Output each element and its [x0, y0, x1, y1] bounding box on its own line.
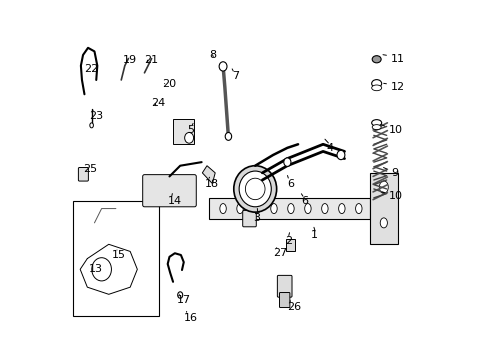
Text: 18: 18	[205, 179, 219, 189]
Text: 24: 24	[151, 98, 165, 108]
Text: 23: 23	[89, 111, 103, 121]
Text: 1: 1	[310, 230, 317, 240]
Text: 9: 9	[390, 168, 397, 178]
Ellipse shape	[270, 203, 277, 213]
Text: 2: 2	[285, 236, 292, 246]
Ellipse shape	[239, 171, 271, 207]
Text: 11: 11	[390, 54, 404, 64]
FancyBboxPatch shape	[142, 175, 196, 207]
Ellipse shape	[225, 132, 231, 140]
Polygon shape	[202, 166, 215, 184]
Text: 26: 26	[287, 302, 301, 312]
FancyBboxPatch shape	[73, 202, 159, 316]
FancyBboxPatch shape	[66, 1, 422, 359]
Text: 5: 5	[187, 125, 194, 135]
Text: 6: 6	[301, 197, 308, 206]
Ellipse shape	[371, 125, 380, 130]
Text: 15: 15	[112, 250, 126, 260]
Text: 27: 27	[272, 248, 287, 258]
Text: 4: 4	[326, 143, 333, 153]
FancyBboxPatch shape	[173, 119, 194, 144]
FancyBboxPatch shape	[208, 198, 369, 219]
Text: 25: 25	[83, 164, 97, 174]
FancyBboxPatch shape	[277, 275, 291, 297]
Text: 19: 19	[123, 55, 137, 65]
Text: 16: 16	[183, 312, 197, 323]
Ellipse shape	[236, 203, 243, 213]
Ellipse shape	[371, 120, 381, 126]
Ellipse shape	[92, 258, 111, 281]
Text: 7: 7	[231, 71, 239, 81]
Text: 12: 12	[390, 82, 404, 92]
Text: 10: 10	[388, 125, 402, 135]
Text: 21: 21	[143, 55, 158, 65]
Text: 13: 13	[89, 264, 103, 274]
Text: 17: 17	[176, 295, 190, 305]
Ellipse shape	[379, 181, 387, 193]
Ellipse shape	[371, 56, 380, 63]
Ellipse shape	[90, 123, 93, 128]
Text: 6: 6	[287, 179, 294, 189]
Ellipse shape	[355, 203, 361, 213]
Ellipse shape	[336, 150, 344, 159]
Ellipse shape	[253, 203, 260, 213]
Ellipse shape	[380, 218, 386, 228]
FancyBboxPatch shape	[279, 293, 289, 307]
Ellipse shape	[219, 62, 226, 71]
FancyBboxPatch shape	[242, 210, 256, 227]
Text: 14: 14	[167, 197, 182, 206]
FancyBboxPatch shape	[285, 239, 295, 251]
Ellipse shape	[220, 203, 226, 213]
Ellipse shape	[283, 158, 290, 166]
Text: 10: 10	[388, 191, 402, 201]
FancyBboxPatch shape	[78, 167, 88, 181]
Ellipse shape	[338, 203, 345, 213]
Ellipse shape	[321, 203, 327, 213]
Text: 3: 3	[253, 212, 260, 222]
Ellipse shape	[245, 178, 264, 200]
Ellipse shape	[184, 132, 193, 143]
Text: 8: 8	[208, 50, 216, 60]
Ellipse shape	[287, 203, 294, 213]
Text: 20: 20	[162, 78, 176, 89]
FancyBboxPatch shape	[369, 173, 397, 244]
Ellipse shape	[177, 292, 183, 298]
Ellipse shape	[233, 166, 276, 212]
Ellipse shape	[371, 85, 381, 91]
Text: 22: 22	[83, 64, 98, 74]
Ellipse shape	[371, 80, 381, 87]
Ellipse shape	[304, 203, 310, 213]
